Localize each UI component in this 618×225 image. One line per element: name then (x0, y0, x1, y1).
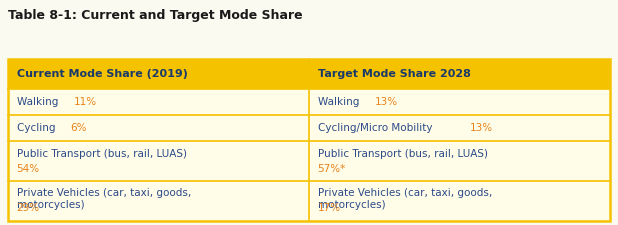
Text: Current Mode Share (2019): Current Mode Share (2019) (17, 69, 187, 79)
Text: Public Transport (bus, rail, LUAS): Public Transport (bus, rail, LUAS) (318, 148, 488, 159)
Text: 13%: 13% (470, 123, 493, 133)
Text: 17%: 17% (318, 203, 341, 213)
Text: 11%: 11% (74, 97, 98, 107)
Text: Walking: Walking (17, 97, 61, 107)
Text: 13%: 13% (375, 97, 399, 107)
Text: Target Mode Share 2028: Target Mode Share 2028 (318, 69, 470, 79)
Text: 6%: 6% (70, 123, 87, 133)
Text: Public Transport (bus, rail, LUAS): Public Transport (bus, rail, LUAS) (17, 148, 187, 159)
Text: 29%: 29% (17, 203, 40, 213)
Text: 57%*: 57%* (318, 164, 346, 174)
Text: Walking: Walking (318, 97, 362, 107)
Text: Table 8-1: Current and Target Mode Share: Table 8-1: Current and Target Mode Share (8, 9, 303, 22)
Text: Private Vehicles (car, taxi, goods,
motorcycles): Private Vehicles (car, taxi, goods, moto… (318, 188, 492, 210)
Text: 54%: 54% (17, 164, 40, 174)
Text: Private Vehicles (car, taxi, goods,
motorcycles): Private Vehicles (car, taxi, goods, moto… (17, 188, 191, 210)
Text: Cycling: Cycling (17, 123, 59, 133)
Text: Cycling/Micro Mobility: Cycling/Micro Mobility (318, 123, 436, 133)
